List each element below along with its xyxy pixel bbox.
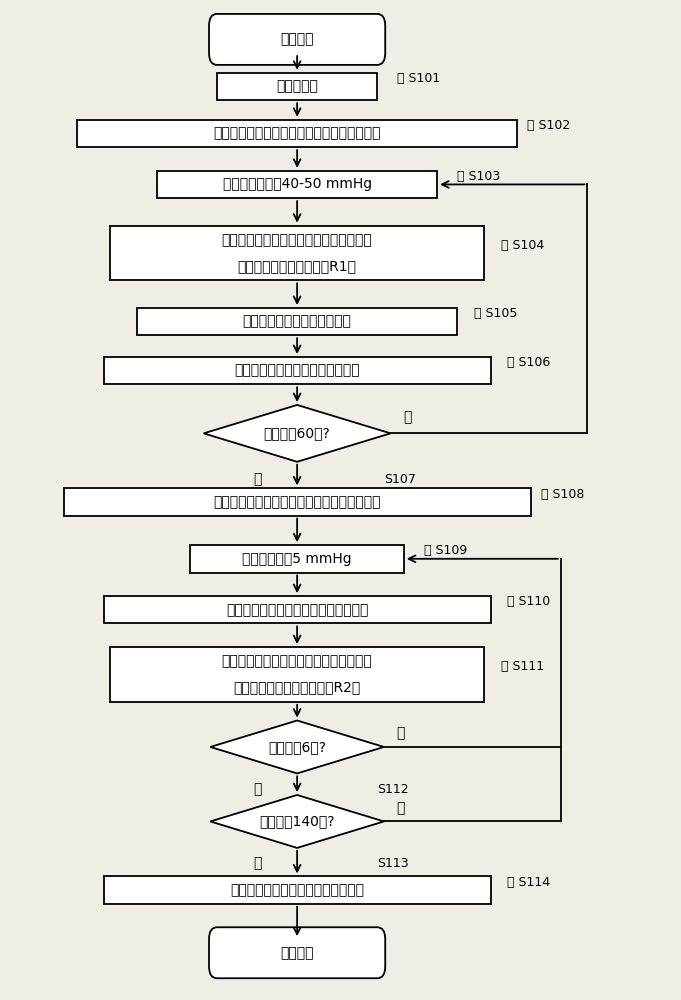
Bar bbox=[191, 545, 404, 573]
Text: 是: 是 bbox=[253, 782, 262, 796]
Bar bbox=[77, 120, 518, 147]
Bar bbox=[104, 876, 490, 904]
Text: ～ S110: ～ S110 bbox=[507, 595, 551, 608]
Text: ～ S101: ～ S101 bbox=[397, 72, 441, 85]
Polygon shape bbox=[210, 795, 384, 848]
Text: 否: 否 bbox=[403, 411, 411, 425]
Text: ～ S105: ～ S105 bbox=[474, 307, 518, 320]
Bar bbox=[110, 647, 484, 702]
Text: ～ S102: ～ S102 bbox=[527, 119, 571, 132]
Text: 已经经过140秒?: 已经经过140秒? bbox=[259, 814, 335, 828]
Text: ～ S106: ～ S106 bbox=[507, 356, 551, 369]
Text: 已经经过60秒?: 已经经过60秒? bbox=[264, 426, 330, 440]
Text: 降低袖带压力5 mmHg: 降低袖带压力5 mmHg bbox=[242, 552, 352, 566]
Text: 是: 是 bbox=[253, 472, 262, 486]
Text: 测量开始: 测量开始 bbox=[281, 32, 314, 46]
Polygon shape bbox=[210, 720, 384, 773]
Text: ～ S114: ～ S114 bbox=[507, 876, 550, 889]
Bar bbox=[110, 226, 484, 280]
Text: 计算血压值: 计算血压值 bbox=[276, 79, 318, 93]
Text: 根据相关值和振幅值得到平均静脉压: 根据相关值和振幅值得到平均静脉压 bbox=[230, 883, 364, 897]
Text: 排除具有低相关性的脉波分量: 排除具有低相关性的脉波分量 bbox=[242, 315, 351, 329]
Text: S107: S107 bbox=[384, 473, 416, 486]
Text: ～ S104: ～ S104 bbox=[501, 239, 544, 252]
Text: 测定结束: 测定结束 bbox=[281, 946, 314, 960]
Text: 波分量之间的相关系数（R1）: 波分量之间的相关系数（R1） bbox=[238, 259, 357, 273]
Text: 否: 否 bbox=[396, 726, 405, 740]
Text: ～ S111: ～ S111 bbox=[501, 660, 544, 673]
Text: 计算降低的袖带压力的脉波分量的振幅: 计算降低的袖带压力的脉波分量的振幅 bbox=[226, 603, 368, 617]
Bar bbox=[104, 596, 490, 623]
Text: 计算降低的袖带压力的脉波分量与代表性: 计算降低的袖带压力的脉波分量与代表性 bbox=[222, 655, 373, 669]
Bar bbox=[217, 73, 377, 100]
Text: ～ S108: ～ S108 bbox=[541, 488, 584, 501]
Text: 设定平均血压的脉波分量作为代表性脉波分量: 设定平均血压的脉波分量作为代表性脉波分量 bbox=[213, 126, 381, 140]
Bar bbox=[137, 308, 458, 335]
Text: ～ S103: ～ S103 bbox=[458, 170, 501, 183]
Bar bbox=[157, 171, 437, 198]
Text: S112: S112 bbox=[377, 783, 409, 796]
Bar bbox=[63, 488, 530, 516]
Text: 根据多个呼吸周期的脉波分量计算呼吸性变动: 根据多个呼吸周期的脉波分量计算呼吸性变动 bbox=[213, 495, 381, 509]
Text: ～ S109: ～ S109 bbox=[424, 544, 467, 557]
Text: 根据脉波振幅的变化计算呼吸周期: 根据脉波振幅的变化计算呼吸周期 bbox=[234, 364, 360, 378]
Text: 已经经过6秒?: 已经经过6秒? bbox=[268, 740, 326, 754]
FancyBboxPatch shape bbox=[209, 927, 385, 978]
Bar bbox=[104, 357, 490, 384]
Text: S113: S113 bbox=[377, 857, 409, 870]
Polygon shape bbox=[204, 405, 390, 462]
Text: 是: 是 bbox=[253, 857, 262, 871]
Text: 否: 否 bbox=[396, 801, 405, 815]
Text: 脉波分量之间的相关系数（R2）: 脉波分量之间的相关系数（R2） bbox=[234, 680, 361, 694]
Text: 计算恒定袖带压力的脉波分量与代表性脉: 计算恒定袖带压力的脉波分量与代表性脉 bbox=[222, 233, 373, 247]
Text: 降低袖带压力到40-50 mmHg: 降低袖带压力到40-50 mmHg bbox=[223, 177, 372, 191]
FancyBboxPatch shape bbox=[209, 14, 385, 65]
